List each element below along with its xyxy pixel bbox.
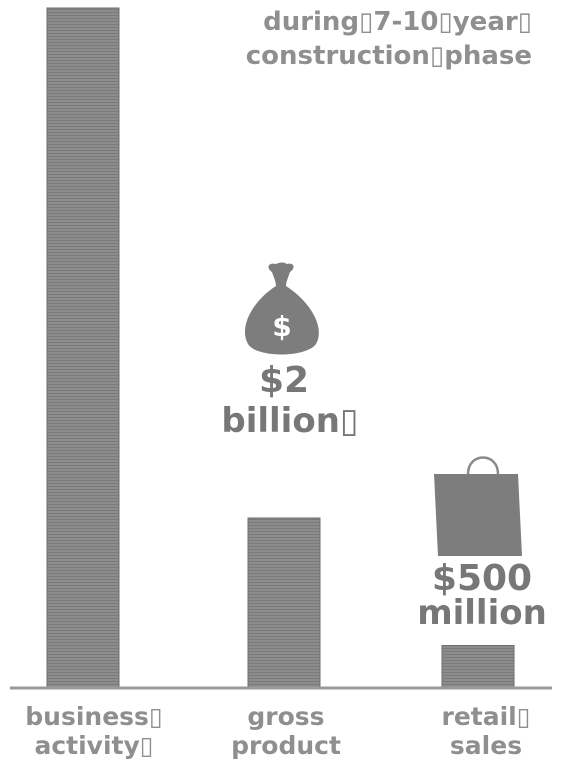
category-label-gross-line2: product	[231, 731, 341, 759]
category-label-retail-line2: sales	[450, 731, 522, 759]
bar-gross-product	[247, 517, 321, 689]
subtitle-line-1: during▯7-10▯year▯	[263, 7, 532, 37]
category-labels: business▯ activity▯ gross product retail…	[25, 702, 530, 759]
money-bag-knot	[268, 262, 294, 286]
category-label-retail-line1: retail▯	[441, 702, 530, 731]
shopping-bag-body	[434, 474, 522, 556]
bar-retail-sales	[441, 645, 515, 689]
money-bag-symbol: $	[272, 310, 291, 343]
value-label-retail-line1: $500	[432, 558, 532, 599]
category-label-business-line2: activity▯	[34, 731, 153, 759]
shopping-bag-handle	[466, 456, 500, 475]
value-label-gross-line2: billion▯	[221, 401, 358, 441]
bar-series	[46, 7, 515, 689]
value-labels: $2 billion▯ $500 million	[221, 360, 546, 633]
money-bag-icon: $	[244, 262, 319, 355]
chart-subtitle: during▯7-10▯year▯ construction▯phase	[246, 7, 532, 71]
shopping-bag-icon	[434, 456, 522, 556]
subtitle-line-2: construction▯phase	[246, 41, 532, 71]
bar-business-activity	[46, 7, 120, 689]
category-label-gross-line1: gross	[247, 702, 324, 731]
money-bag-body	[244, 286, 319, 355]
category-label-business-line1: business▯	[25, 702, 162, 731]
value-label-retail-line2: million	[417, 593, 547, 633]
value-label-gross-line1: $2	[259, 360, 309, 401]
